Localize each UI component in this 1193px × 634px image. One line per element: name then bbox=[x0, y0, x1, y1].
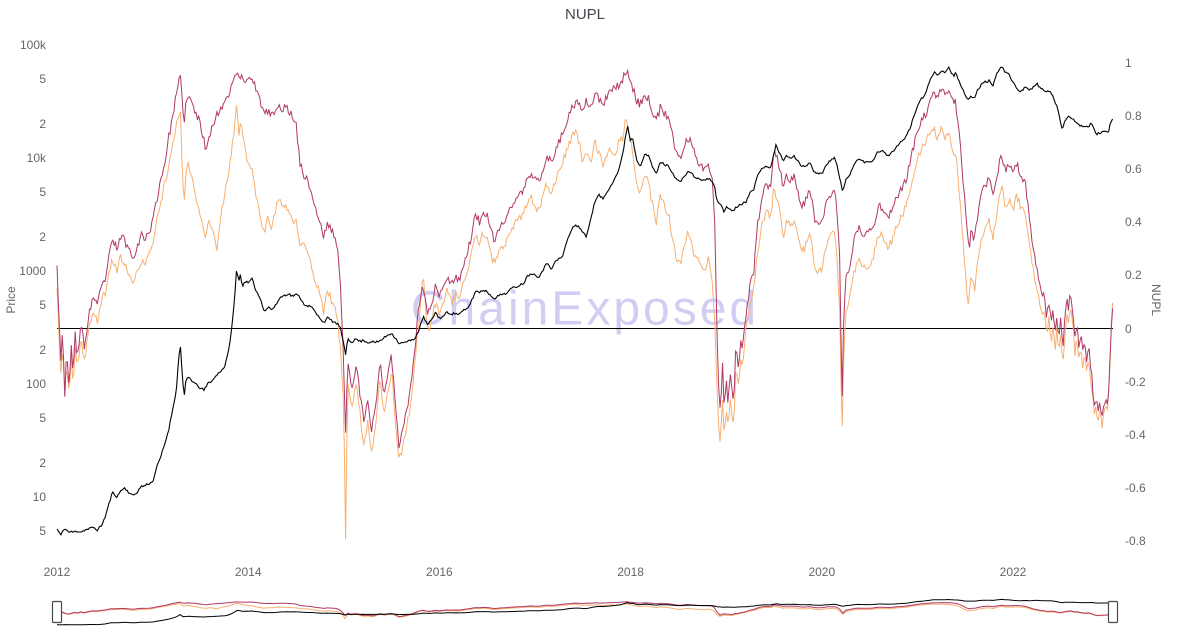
price-tick-label: 2 bbox=[39, 116, 46, 131]
price-tick-label: 100 bbox=[25, 377, 46, 391]
price-tick-label: 5 bbox=[39, 72, 46, 87]
year-label: 2018 bbox=[617, 565, 644, 579]
price-tick-label: 2 bbox=[39, 455, 46, 470]
nupl-tick-label: -0.6 bbox=[1125, 481, 1146, 496]
nupl-axis-title: NUPL bbox=[1149, 283, 1163, 317]
year-label: 2016 bbox=[426, 565, 453, 579]
watermark: ChainExposed bbox=[410, 282, 760, 336]
nupl-magenta-series-line[interactable] bbox=[56, 68, 1114, 449]
chart-title: NUPL bbox=[564, 6, 606, 23]
price-tick-label: 10 bbox=[32, 490, 46, 504]
nupl-tick-label: -0.4 bbox=[1125, 427, 1146, 442]
nupl-tick-label: 0.8 bbox=[1125, 108, 1142, 123]
price-tick-label: 5 bbox=[39, 185, 46, 200]
nupl-tick-label: 0.2 bbox=[1125, 268, 1142, 283]
price-tick-label: 10k bbox=[26, 151, 46, 165]
price-tick-label: 5 bbox=[39, 411, 46, 426]
nupl-tick-label: -0.8 bbox=[1125, 534, 1146, 549]
year-label: 2020 bbox=[808, 565, 836, 579]
navigator-price-line bbox=[56, 598, 1114, 626]
price-tick-label: 100k bbox=[19, 38, 46, 52]
nupl-tick-label: 0.6 bbox=[1125, 161, 1142, 176]
price-tick-label: 1000 bbox=[19, 264, 46, 278]
nupl-tick-label: 1 bbox=[1125, 55, 1132, 70]
price-tick-label: 5 bbox=[39, 524, 46, 539]
navigator-left-handle[interactable] bbox=[51, 600, 63, 624]
year-label: 2022 bbox=[999, 565, 1027, 579]
navigator-orange-line bbox=[56, 602, 1114, 620]
price-tick-label: 2 bbox=[39, 342, 46, 357]
nupl-tick-label: 0 bbox=[1125, 321, 1132, 336]
price-tick-label: 5 bbox=[39, 298, 46, 313]
price-tick-label: 2 bbox=[39, 229, 46, 244]
nupl-tick-label: -0.2 bbox=[1125, 374, 1146, 389]
navigator-right-handle[interactable] bbox=[1107, 600, 1119, 624]
navigator-track[interactable] bbox=[57, 598, 1113, 628]
year-label: 2014 bbox=[234, 565, 262, 579]
price-series-line[interactable] bbox=[56, 65, 1114, 536]
nupl-orange-series-line[interactable] bbox=[56, 105, 1114, 540]
navigator-magenta-line bbox=[56, 601, 1114, 618]
year-label: 2012 bbox=[43, 565, 71, 579]
nupl-tick-label: 0.4 bbox=[1125, 215, 1142, 230]
